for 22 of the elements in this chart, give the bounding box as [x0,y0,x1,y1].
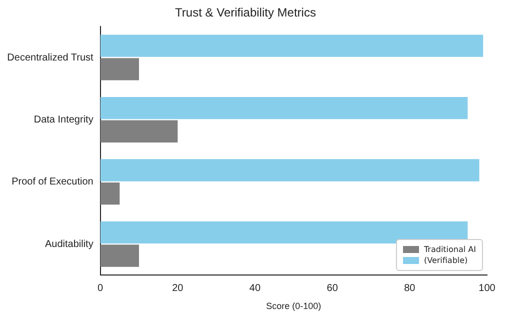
x-axis-title: Score (0-100) [266,301,322,312]
bar [100,120,178,142]
bar [100,182,120,205]
chart-title: Trust & Verifiability Metrics [175,6,316,20]
y-tick-label: Proof of Execution [12,176,94,188]
y-tick-label: Decentralized Trust [7,52,94,64]
bar [100,34,484,57]
x-tick-label: 100 [478,282,496,294]
bar [100,159,480,182]
x-tick-label: 40 [249,282,261,294]
bar [100,58,139,80]
legend-label: (Verifiable) [424,256,468,266]
y-tick-label: Auditability [44,238,94,250]
bar [100,221,468,244]
x-tick-label: 20 [172,282,184,294]
x-tick-label: 0 [98,282,104,294]
bar [100,244,139,267]
x-tick-label: 80 [404,282,416,294]
bar [100,96,468,120]
legend-label: Traditional AI [424,245,476,254]
y-tick-label: Data Integrity [34,114,94,126]
x-tick-label: 60 [326,282,338,294]
